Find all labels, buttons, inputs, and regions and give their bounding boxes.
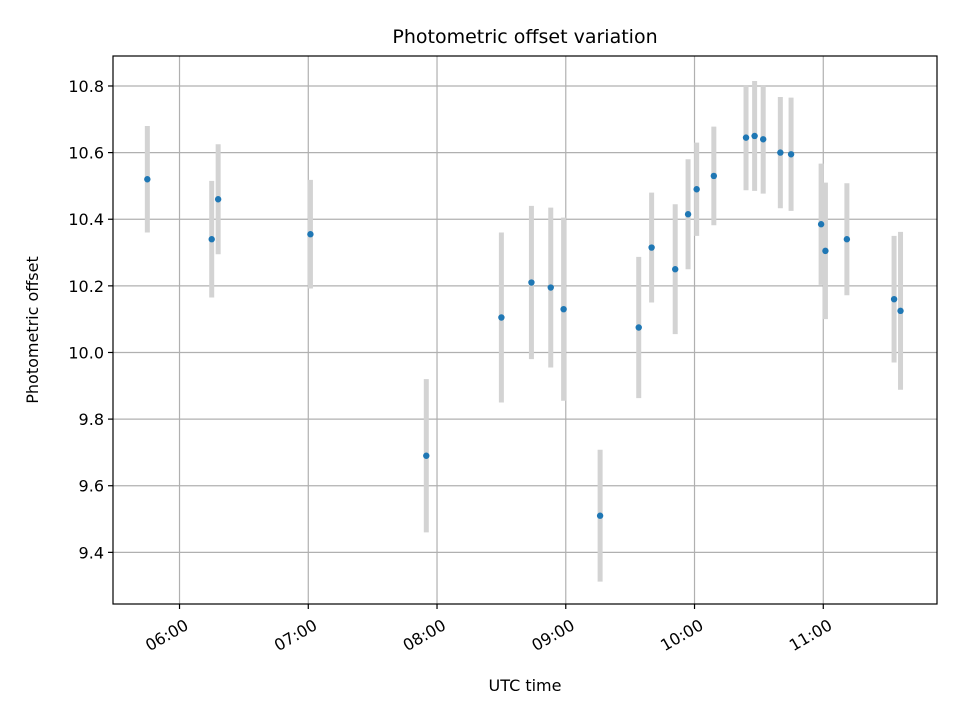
data-points xyxy=(144,132,904,519)
data-point xyxy=(423,452,430,459)
data-point xyxy=(648,244,655,251)
data-point xyxy=(214,196,222,203)
data-point xyxy=(759,136,767,143)
x-tick-label: 09:00 xyxy=(528,615,577,655)
x-tick-label: 07:00 xyxy=(271,615,320,655)
plot-frame xyxy=(112,55,938,605)
data-point xyxy=(742,134,750,141)
x-axis-ticks: 06:00 07:00 08:00 09:00 10:00 11:00 xyxy=(142,604,835,655)
y-tick-label: 9.6 xyxy=(79,477,104,496)
x-tick-label: 06:00 xyxy=(142,615,191,655)
data-point xyxy=(897,307,904,315)
error-bars xyxy=(144,80,904,582)
data-point xyxy=(822,247,829,255)
y-tick-label: 10.6 xyxy=(68,144,104,163)
data-point xyxy=(890,295,898,303)
grid-lines xyxy=(113,56,937,604)
data-point xyxy=(787,151,795,158)
data-point xyxy=(684,211,692,218)
x-tick-label: 11:00 xyxy=(786,615,835,655)
data-point xyxy=(693,186,700,193)
data-point xyxy=(710,172,718,180)
data-point xyxy=(777,149,784,156)
data-point xyxy=(528,279,535,286)
data-point xyxy=(817,221,825,228)
y-tick-label: 10.0 xyxy=(68,343,104,362)
data-point xyxy=(498,314,505,321)
y-axis-label: Photometric offset xyxy=(23,256,42,404)
x-tick-label: 08:00 xyxy=(400,615,449,655)
data-point xyxy=(208,236,215,243)
y-tick-label: 10.4 xyxy=(68,210,104,229)
x-axis-label: UTC time xyxy=(489,676,562,695)
data-point xyxy=(547,284,554,291)
y-tick-label: 10.2 xyxy=(68,277,104,296)
y-tick-label: 9.4 xyxy=(79,543,104,562)
chart-title: Photometric offset variation xyxy=(392,26,657,48)
data-point xyxy=(560,305,567,313)
y-tick-label: 9.8 xyxy=(79,410,104,429)
data-point xyxy=(672,266,679,273)
data-point xyxy=(307,231,314,238)
data-point xyxy=(596,512,604,519)
data-point xyxy=(843,236,851,243)
data-point xyxy=(144,176,151,183)
x-tick-label: 10:00 xyxy=(657,615,706,655)
data-point xyxy=(751,132,758,140)
y-axis-ticks: 9.4 9.6 9.8 10.0 10.2 10.4 10.6 10.8 xyxy=(68,77,113,562)
y-tick-label: 10.8 xyxy=(68,77,104,96)
data-point xyxy=(635,324,642,331)
